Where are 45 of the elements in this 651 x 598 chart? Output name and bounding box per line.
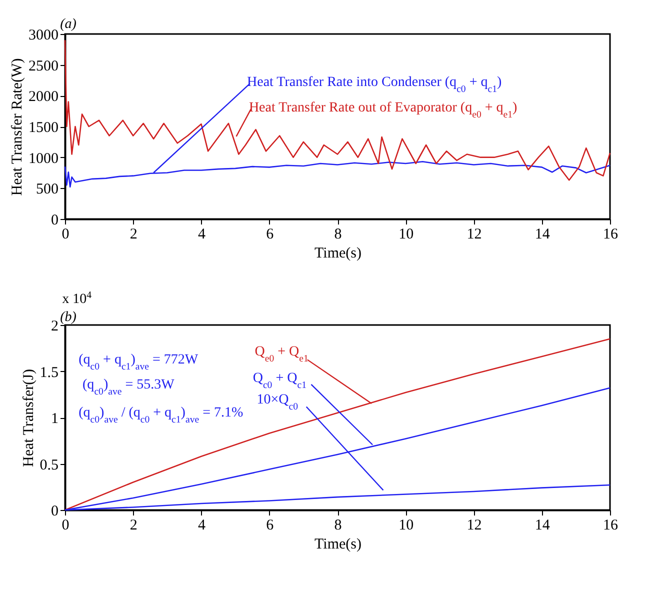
x-tick-label: 16 bbox=[603, 518, 618, 534]
x-tick-label: 14 bbox=[534, 226, 550, 242]
y-axis-title: Heat Transfer Rate(W) bbox=[10, 58, 26, 196]
x-tick-label: 14 bbox=[534, 518, 550, 534]
x-tick-label: 8 bbox=[334, 518, 342, 534]
text: Q$_{c0}$ + Q$_{c1}$ bbox=[252, 370, 307, 390]
x-tick-label: 4 bbox=[198, 226, 206, 242]
x-tick-label: 0 bbox=[62, 518, 70, 534]
y-tick-label: 2500 bbox=[28, 58, 58, 74]
x-tick-label: 10 bbox=[398, 226, 414, 242]
series-label: Heat Transfer Rate out of Evaporator (q$_{e0}$ + q$_{e1}$) bbox=[248, 100, 518, 120]
text: x 10$^{4}$ bbox=[62, 290, 92, 307]
text: Heat Transfer Rate into Condenser (q$_{c0}$ + q$_{c1}$) bbox=[246, 74, 502, 94]
annotation: (q$_{c0}$)$_{ave}$ = 55.3W bbox=[82, 377, 176, 397]
x-axis-title: Time(s) bbox=[314, 246, 362, 262]
x-tick-label: 12 bbox=[466, 518, 482, 534]
x-tick-label: 8 bbox=[334, 226, 342, 242]
text: (b) bbox=[60, 310, 77, 325]
x-axis-title: Time(s) bbox=[314, 536, 362, 552]
text: Q$_{e0}$ + Q$_{e1}$ bbox=[254, 344, 309, 364]
x-tick-label: 6 bbox=[266, 226, 274, 242]
x-tick-label: 2 bbox=[130, 518, 138, 534]
x-tick-label: 10 bbox=[398, 518, 414, 534]
x-tick-label: 2 bbox=[130, 226, 138, 242]
annotation: (q$_{c0}$ + q$_{c1}$)$_{ave}$ = 772W bbox=[78, 352, 199, 372]
y-tick-label: 1000 bbox=[28, 150, 58, 167]
text: (q$_{c0}$)$_{ave}$ / (q$_{c0}$ + q$_{c1}$)$_{ave}$ = 7.1% bbox=[78, 406, 244, 426]
y-tick-label: 1 bbox=[51, 411, 58, 427]
y-tick-label: 0 bbox=[51, 504, 58, 520]
y-tick-label: 0 bbox=[51, 212, 58, 228]
text: 10×Q$_{c0}$ bbox=[256, 392, 298, 412]
x-tick-label: 0 bbox=[62, 226, 70, 242]
x-tick-label: 16 bbox=[603, 226, 618, 242]
y-tick-label: 0.5 bbox=[40, 457, 58, 474]
y-tick-label: 1500 bbox=[28, 120, 58, 136]
text: (a) bbox=[60, 17, 77, 32]
x-tick-label: 6 bbox=[266, 518, 274, 534]
y-tick-label: 3000 bbox=[28, 28, 58, 44]
y-tick-label: 2000 bbox=[28, 89, 58, 106]
y-tick-label: 2 bbox=[51, 318, 58, 334]
y-tick-label: 1.5 bbox=[40, 364, 58, 381]
x-tick-label: 4 bbox=[198, 518, 206, 534]
y-tick-label: 500 bbox=[36, 182, 58, 198]
x-tick-label: 12 bbox=[466, 226, 482, 242]
y-axis-title: Heat Transfer(J) bbox=[20, 369, 37, 467]
